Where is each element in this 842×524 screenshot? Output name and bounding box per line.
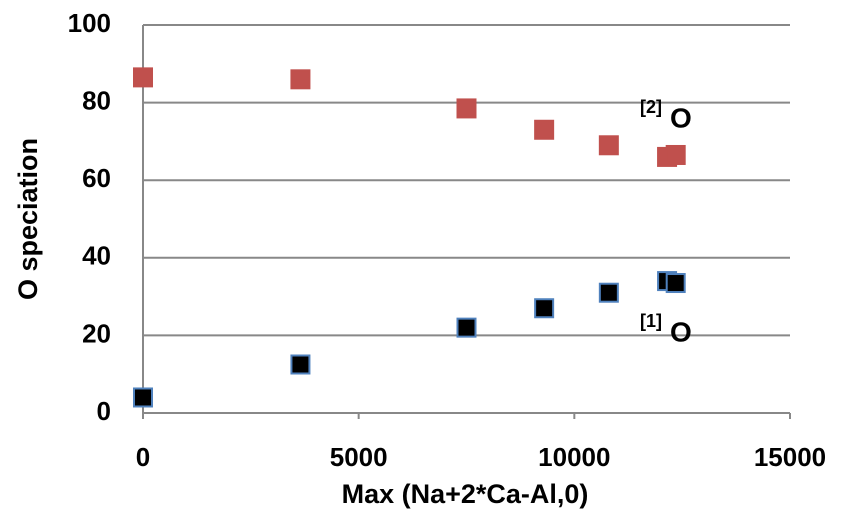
point	[133, 67, 153, 88]
x-tick-label: 5000	[330, 442, 388, 472]
x-tick-label: 0	[136, 442, 150, 472]
point	[665, 144, 686, 165]
point	[598, 135, 619, 156]
point	[598, 282, 619, 303]
annotation-sup: [1]	[640, 311, 662, 331]
point	[456, 317, 477, 338]
annotation-text: O	[670, 316, 692, 347]
annotation-sup: [2]	[640, 97, 662, 117]
annotation-text: O	[670, 102, 692, 133]
point	[534, 298, 555, 319]
point	[133, 387, 153, 408]
y-axis-label: O speciation	[13, 138, 43, 300]
point	[290, 354, 311, 375]
x-tick-label: 10000	[538, 442, 610, 472]
y-tick-label: 80	[82, 85, 111, 115]
x-axis-label: Max (Na+2*Ca-Al,0)	[342, 479, 589, 509]
point	[290, 69, 311, 90]
y-tick-label: 0	[97, 396, 111, 426]
y-tick-label: 100	[68, 8, 111, 38]
point	[665, 273, 686, 294]
y-tick-label: 60	[82, 163, 111, 193]
x-tick-label: 15000	[754, 442, 826, 472]
point	[456, 98, 477, 119]
y-tick-label: 40	[82, 241, 111, 271]
y-tick-label: 20	[82, 318, 111, 348]
point	[534, 119, 555, 140]
